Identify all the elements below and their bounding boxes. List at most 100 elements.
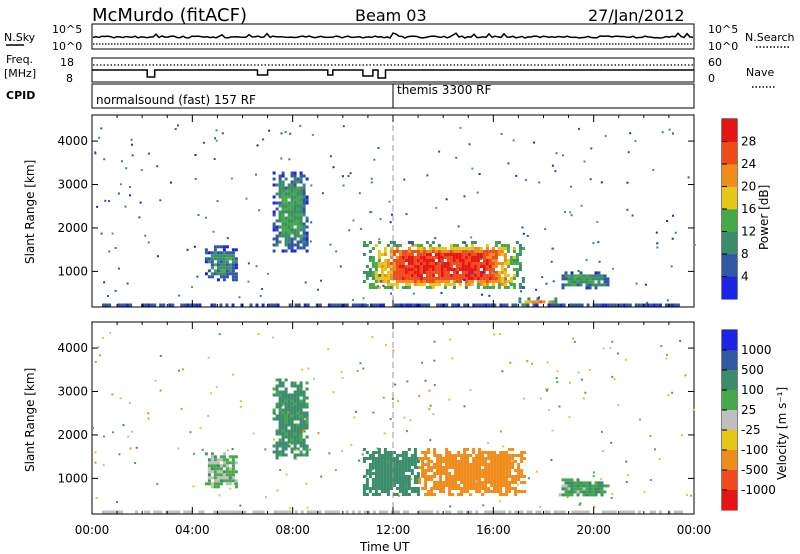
velocity-cell <box>436 457 440 460</box>
power-cell <box>299 222 303 226</box>
power-cell <box>506 247 510 250</box>
velocity-cell <box>302 390 306 394</box>
velocity-cell <box>281 384 285 388</box>
power-cell <box>494 280 498 283</box>
velocity-cell <box>284 396 288 400</box>
power-cell <box>458 274 462 277</box>
power-cell <box>275 237 279 241</box>
power-cell <box>461 247 465 250</box>
power-cell <box>401 253 405 256</box>
velocity-cell <box>389 478 393 481</box>
velocity-cell <box>484 490 488 493</box>
velocity-cell <box>371 457 375 460</box>
power-cell <box>518 253 522 256</box>
velocity-cell <box>302 414 306 418</box>
colorbar-tick-label: 20 <box>741 180 756 194</box>
velocity-cell <box>590 484 593 487</box>
power-cell <box>144 303 148 307</box>
power-cell <box>573 274 577 278</box>
power-cell <box>305 219 309 223</box>
velocity-cell <box>460 469 464 472</box>
power-cell <box>413 244 417 247</box>
velocity-cell <box>481 454 485 457</box>
power-cell <box>437 253 441 256</box>
velocity-cell <box>505 484 509 487</box>
power-cell <box>515 262 519 265</box>
velocity-cell <box>386 451 390 454</box>
power-cell <box>195 303 199 307</box>
velocity-cell <box>287 444 291 448</box>
power-cell <box>290 222 294 226</box>
power-cell <box>419 268 423 271</box>
nave-tick-bottom: 0 <box>708 72 715 85</box>
velocity-cell <box>231 464 235 468</box>
power-cell <box>467 265 471 268</box>
velocity-cell <box>290 405 294 409</box>
velocity-cell <box>374 460 378 463</box>
power-cell <box>302 207 306 211</box>
power-cell <box>503 259 507 262</box>
power-cell <box>488 277 492 280</box>
power-cell <box>434 262 438 265</box>
velocity-cell <box>293 432 297 436</box>
velocity-cell <box>555 377 558 380</box>
power-cell <box>372 303 376 307</box>
velocity-cell <box>406 510 409 514</box>
velocity-cell <box>582 397 585 400</box>
velocity-cell <box>484 475 488 478</box>
power-cell <box>446 271 450 274</box>
velocity-cell <box>505 463 509 466</box>
power-cell <box>395 259 399 262</box>
power-cell <box>446 262 450 265</box>
velocity-cell <box>213 479 217 483</box>
velocity-cell <box>365 472 369 475</box>
velocity-cell <box>502 451 506 454</box>
velocity-ylabel: Slant Range [km] <box>23 368 37 472</box>
power-cell <box>666 299 669 302</box>
velocity-cell <box>356 370 359 372</box>
power-cell <box>473 277 477 280</box>
nsearch-tick-bottom: 10^0 <box>708 40 738 53</box>
velocity-cell <box>496 457 500 460</box>
power-cell <box>452 250 456 253</box>
power-cell <box>275 234 279 238</box>
power-cell <box>428 262 432 265</box>
velocity-cell <box>118 453 121 456</box>
power-cell <box>512 256 516 259</box>
power-cell <box>293 198 297 202</box>
power-cell <box>234 275 238 279</box>
power-cell <box>567 277 571 281</box>
velocity-cell <box>463 454 467 457</box>
velocity-cell <box>576 493 580 497</box>
velocity-cell <box>305 402 309 406</box>
power-cell <box>500 253 504 256</box>
power-cell <box>296 186 300 190</box>
velocity-cell <box>225 473 229 477</box>
velocity-cell <box>594 490 598 494</box>
velocity-cell <box>490 469 494 472</box>
velocity-cell <box>523 457 527 460</box>
power-cell <box>619 303 623 307</box>
power-cell <box>506 262 510 265</box>
power-cell <box>464 247 468 250</box>
power-cell <box>290 243 294 247</box>
power-cell <box>302 237 306 241</box>
power-cell <box>485 277 489 280</box>
velocity-cell <box>478 478 482 481</box>
power-cell <box>398 277 402 280</box>
velocity-cell <box>243 510 247 514</box>
velocity-cell <box>481 475 485 478</box>
velocity-cell <box>377 451 381 454</box>
power-cell <box>321 192 324 195</box>
velocity-cell <box>275 405 279 409</box>
power-cell <box>413 277 417 280</box>
power-cell <box>373 158 376 161</box>
power-cell <box>476 262 480 265</box>
power-cell <box>425 241 429 244</box>
power-cell <box>284 186 288 190</box>
power-cell <box>371 277 375 280</box>
power-cell <box>452 256 456 259</box>
velocity-cell <box>442 490 446 493</box>
velocity-cell <box>603 490 607 494</box>
velocity-cell <box>478 484 482 487</box>
